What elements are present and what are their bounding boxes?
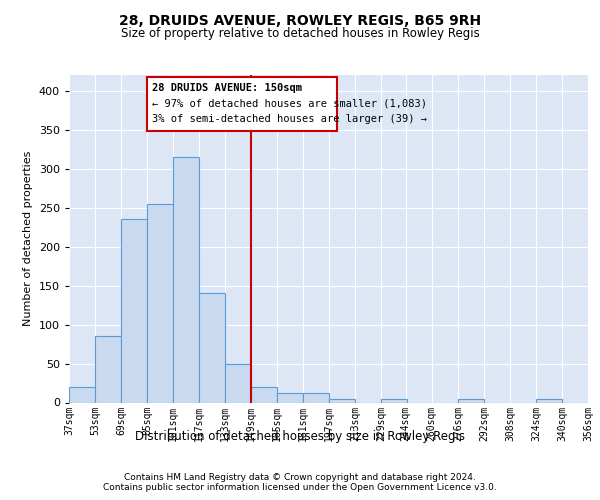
Text: Distribution of detached houses by size in Rowley Regis: Distribution of detached houses by size … <box>135 430 465 443</box>
Bar <box>199 294 225 403</box>
Bar <box>382 398 407 402</box>
Bar <box>458 398 484 402</box>
Text: Size of property relative to detached houses in Rowley Regis: Size of property relative to detached ho… <box>121 28 479 40</box>
Bar <box>173 157 199 402</box>
Bar <box>536 398 562 402</box>
Bar <box>303 393 329 402</box>
Bar <box>277 393 303 402</box>
Bar <box>95 336 121 402</box>
Text: Contains HM Land Registry data © Crown copyright and database right 2024.: Contains HM Land Registry data © Crown c… <box>124 472 476 482</box>
Text: 28, DRUIDS AVENUE, ROWLEY REGIS, B65 9RH: 28, DRUIDS AVENUE, ROWLEY REGIS, B65 9RH <box>119 14 481 28</box>
Bar <box>147 204 173 402</box>
Text: ← 97% of detached houses are smaller (1,083): ← 97% of detached houses are smaller (1,… <box>152 98 427 108</box>
Bar <box>69 387 95 402</box>
Bar <box>329 398 355 402</box>
FancyBboxPatch shape <box>147 76 337 131</box>
Text: 28 DRUIDS AVENUE: 150sqm: 28 DRUIDS AVENUE: 150sqm <box>152 83 302 93</box>
Bar <box>225 364 251 403</box>
Text: 3% of semi-detached houses are larger (39) →: 3% of semi-detached houses are larger (3… <box>152 114 427 124</box>
Y-axis label: Number of detached properties: Number of detached properties <box>23 151 33 326</box>
Text: Contains public sector information licensed under the Open Government Licence v3: Contains public sector information licen… <box>103 484 497 492</box>
Bar <box>251 387 277 402</box>
Bar <box>121 220 147 402</box>
